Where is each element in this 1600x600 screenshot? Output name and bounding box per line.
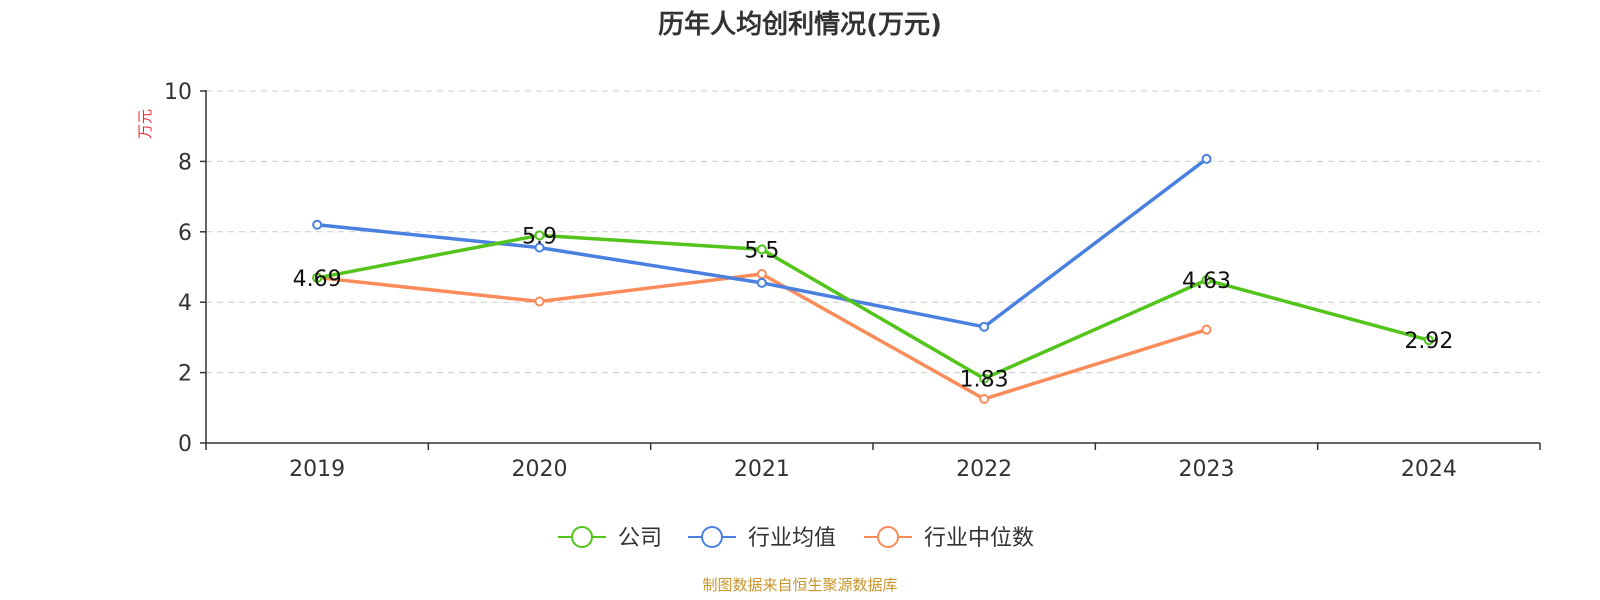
legend-label: 行业均值 xyxy=(748,526,836,551)
legend-marker-icon xyxy=(701,526,723,548)
data-point[interactable] xyxy=(534,296,545,307)
data-labels: 4.69 5.9 5.5 1.83 4.63 2.92 xyxy=(293,224,1454,392)
x-tick-label: 2024 xyxy=(1401,457,1457,482)
data-point[interactable] xyxy=(756,269,767,280)
y-tick-label: 6 xyxy=(178,221,192,246)
series-layer xyxy=(312,153,1434,404)
data-point[interactable] xyxy=(534,230,545,241)
chart-title: 历年人均创利情况(万元) xyxy=(658,9,942,40)
y-tick-label: 4 xyxy=(178,291,192,316)
x-tick-label: 2020 xyxy=(512,457,568,482)
source-note: 制图数据来自恒生聚源数据库 xyxy=(702,576,897,594)
legend-label: 公司 xyxy=(618,526,662,551)
gridlines xyxy=(206,90,1540,374)
data-point[interactable] xyxy=(1201,153,1212,164)
legend-marker-icon xyxy=(877,526,899,548)
data-point[interactable] xyxy=(756,244,767,255)
y-tick-label: 10 xyxy=(164,80,192,105)
data-point[interactable] xyxy=(1423,335,1434,346)
legend-item[interactable]: 行业中位数 xyxy=(864,526,1034,551)
series-line xyxy=(316,272,1208,401)
data-point[interactable] xyxy=(979,394,990,404)
y-axis-unit-label: 万元 xyxy=(136,109,154,139)
data-point[interactable] xyxy=(756,277,767,288)
data-point[interactable] xyxy=(534,242,545,253)
data-point[interactable] xyxy=(979,373,990,384)
legend-label: 行业中位数 xyxy=(924,526,1034,551)
data-label: 1.83 xyxy=(960,368,1009,393)
series-1 xyxy=(312,153,1212,332)
axes: 0 2 4 6 8 10 2019 2020 2021 2022 2023 2024 xyxy=(164,80,1541,482)
data-label: 2.92 xyxy=(1404,329,1453,354)
legend-marker-icon xyxy=(571,526,593,548)
data-point[interactable] xyxy=(312,272,323,283)
legend[interactable]: 公司 行业均值 行业中位数 xyxy=(558,526,1034,551)
y-tick-label: 0 xyxy=(178,432,192,457)
data-label: 4.69 xyxy=(293,267,342,292)
data-point[interactable] xyxy=(979,321,990,332)
data-point[interactable] xyxy=(312,219,323,230)
y-tick-label: 2 xyxy=(178,362,192,387)
x-tick-label: 2019 xyxy=(289,457,345,482)
y-tick-label: 8 xyxy=(178,150,192,175)
data-label: 5.9 xyxy=(522,224,557,249)
x-tick-label: 2023 xyxy=(1179,457,1235,482)
series-line xyxy=(316,233,1430,381)
data-label: 4.63 xyxy=(1182,269,1231,294)
series-0 xyxy=(312,230,1434,384)
x-tick-label: 2022 xyxy=(956,457,1012,482)
data-point[interactable] xyxy=(1201,324,1212,335)
legend-item[interactable]: 行业均值 xyxy=(688,526,836,551)
x-tick-label: 2021 xyxy=(734,457,790,482)
data-label: 5.5 xyxy=(744,238,779,263)
data-point[interactable] xyxy=(1201,275,1212,286)
legend-item[interactable]: 公司 xyxy=(558,526,662,551)
